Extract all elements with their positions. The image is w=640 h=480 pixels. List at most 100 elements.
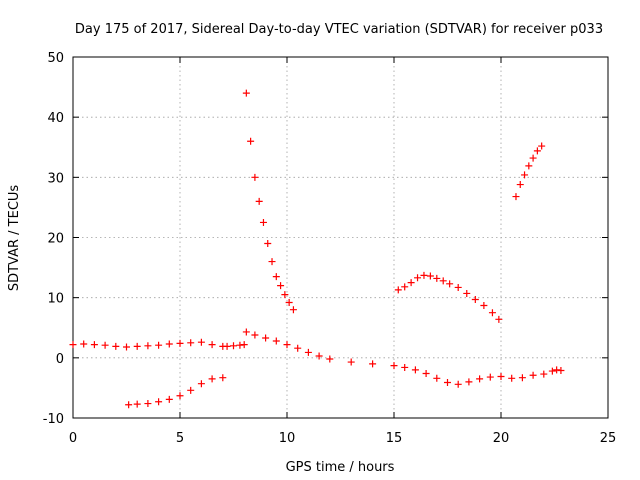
data-point bbox=[247, 137, 255, 145]
series-arc-1 bbox=[69, 338, 227, 351]
data-point bbox=[553, 366, 561, 374]
data-point bbox=[289, 306, 297, 314]
data-point bbox=[476, 375, 484, 383]
data-point bbox=[529, 154, 537, 162]
data-point bbox=[90, 341, 98, 349]
data-point bbox=[69, 341, 77, 349]
x-tick-label: 0 bbox=[69, 431, 77, 446]
data-point bbox=[285, 298, 293, 306]
data-point bbox=[272, 273, 280, 281]
data-point bbox=[518, 374, 526, 382]
data-point bbox=[426, 272, 434, 280]
data-point bbox=[155, 398, 163, 406]
data-point bbox=[414, 274, 422, 282]
data-point bbox=[208, 375, 216, 383]
data-point bbox=[533, 147, 541, 155]
y-tick-label: 20 bbox=[47, 232, 64, 247]
data-point bbox=[529, 371, 537, 379]
data-point bbox=[401, 363, 409, 371]
data-point bbox=[187, 339, 195, 347]
data-point bbox=[155, 341, 163, 349]
data-point bbox=[294, 344, 302, 352]
data-point bbox=[125, 401, 133, 409]
data-point bbox=[433, 274, 441, 282]
data-point bbox=[223, 342, 231, 350]
data-point bbox=[80, 340, 88, 348]
data-point bbox=[347, 358, 355, 366]
data-point bbox=[401, 283, 409, 291]
data-point bbox=[268, 258, 276, 266]
data-point bbox=[255, 197, 263, 205]
y-tick-label: 50 bbox=[47, 51, 64, 66]
data-point bbox=[497, 372, 505, 380]
data-point bbox=[508, 374, 516, 382]
data-point bbox=[326, 355, 334, 363]
data-point bbox=[444, 379, 451, 387]
series-arc-5 bbox=[242, 328, 548, 388]
data-point bbox=[488, 309, 496, 317]
axis-ticks bbox=[72, 56, 609, 419]
data-point bbox=[471, 295, 479, 303]
data-point bbox=[251, 173, 259, 181]
y-axis-tick-labels: -10 0 10 20 30 40 50 bbox=[43, 51, 64, 427]
data-point bbox=[420, 271, 428, 279]
x-tick-label: 20 bbox=[493, 431, 510, 446]
y-tick-label: 40 bbox=[47, 111, 64, 126]
data-point bbox=[144, 342, 152, 350]
data-point bbox=[486, 373, 494, 381]
data-point bbox=[176, 392, 184, 400]
series-arc-8 bbox=[512, 142, 546, 201]
data-point bbox=[277, 282, 285, 290]
data-point bbox=[165, 395, 173, 403]
data-point bbox=[208, 341, 216, 349]
x-axis-tick-labels: 0 5 10 15 20 25 bbox=[69, 431, 616, 446]
data-point bbox=[525, 162, 533, 170]
data-point bbox=[557, 366, 565, 374]
x-tick-label: 10 bbox=[279, 431, 296, 446]
data-point bbox=[304, 348, 312, 356]
data-point bbox=[133, 342, 141, 350]
data-point bbox=[272, 337, 280, 345]
data-point bbox=[123, 343, 130, 351]
x-tick-label: 5 bbox=[176, 431, 184, 446]
data-point bbox=[548, 367, 556, 375]
series-arc-7 bbox=[394, 271, 503, 323]
data-point bbox=[240, 341, 248, 349]
y-tick-label: 0 bbox=[56, 352, 64, 367]
data-point bbox=[446, 280, 454, 288]
chart-title: Day 175 of 2017, Sidereal Day-to-day VTE… bbox=[75, 22, 603, 37]
data-point bbox=[394, 286, 402, 294]
data-point bbox=[264, 240, 272, 248]
y-tick-label: 30 bbox=[47, 171, 64, 186]
series-arc-4 bbox=[242, 89, 297, 314]
data-point bbox=[144, 400, 152, 408]
data-point bbox=[281, 291, 289, 299]
data-point bbox=[283, 341, 291, 349]
data-point bbox=[315, 352, 323, 360]
x-axis-label: GPS time / hours bbox=[286, 460, 395, 475]
data-point bbox=[521, 171, 529, 179]
data-point bbox=[242, 89, 250, 97]
data-point bbox=[540, 370, 548, 378]
data-point bbox=[230, 342, 237, 350]
y-tick-label: 10 bbox=[47, 292, 64, 307]
data-point bbox=[176, 339, 184, 347]
series-arc-2 bbox=[223, 341, 248, 350]
x-tick-label: 25 bbox=[600, 431, 617, 446]
y-axis-label: SDTVAR / TECUs bbox=[7, 185, 22, 292]
data-point bbox=[259, 218, 267, 226]
x-tick-label: 15 bbox=[386, 431, 403, 446]
data-point bbox=[262, 334, 270, 342]
data-point bbox=[101, 341, 109, 349]
data-point bbox=[439, 277, 447, 285]
data-point bbox=[516, 181, 524, 189]
data-point bbox=[454, 380, 462, 388]
data-point bbox=[512, 193, 520, 201]
data-point bbox=[165, 340, 173, 348]
data-point bbox=[465, 378, 473, 386]
data-point bbox=[251, 331, 259, 339]
data-point bbox=[433, 374, 441, 382]
data-point bbox=[480, 301, 488, 309]
data-point bbox=[197, 380, 205, 388]
